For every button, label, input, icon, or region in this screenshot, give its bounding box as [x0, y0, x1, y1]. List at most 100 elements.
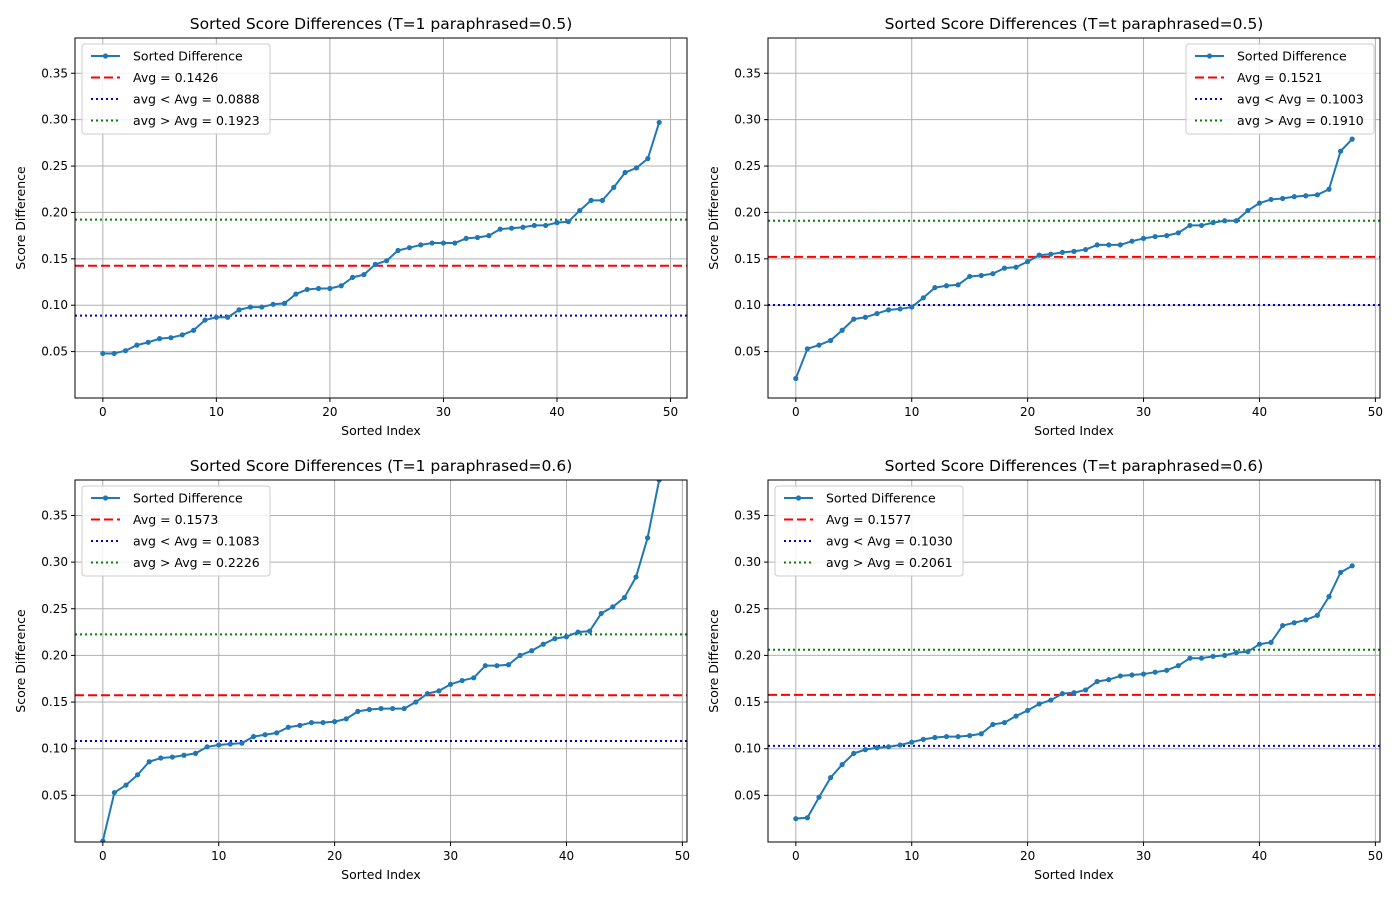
data-point: [361, 271, 367, 278]
data-point: [978, 731, 984, 737]
data-point: [372, 261, 378, 267]
data-point: [1082, 246, 1089, 253]
reference-lines: [75, 218, 687, 317]
data-point: [885, 744, 892, 750]
reference-lines: [75, 633, 687, 742]
data-point: [111, 350, 117, 357]
data-point: [1210, 653, 1216, 659]
data-point: [169, 754, 175, 760]
chart-title: Sorted Score Differences (T=1 paraphrase…: [190, 457, 573, 475]
data-point: [610, 604, 616, 610]
data-point: [656, 119, 662, 126]
y-tick-label: 0.30: [734, 113, 761, 127]
data-point: [932, 284, 938, 291]
data-point: [862, 747, 868, 753]
data-point: [486, 233, 492, 239]
x-tick-label: 20: [1020, 405, 1035, 419]
data-point: [1337, 148, 1344, 154]
data-point: [259, 304, 265, 310]
legend: Sorted Difference Avg = 0.1577 avg < Avg =…: [774, 485, 964, 577]
series-sorted-difference: [793, 136, 1355, 382]
data-point: [508, 225, 515, 231]
data-point: [366, 706, 373, 713]
axes-frame: [767, 37, 1381, 399]
legend-swatch-marker: [102, 495, 109, 501]
data-point: [1152, 233, 1158, 240]
data-point: [216, 742, 222, 748]
data-point: [389, 705, 396, 712]
data-point: [1175, 663, 1181, 669]
x-tick-label: 20: [1020, 849, 1035, 863]
data-point: [134, 772, 141, 778]
data-point: [1291, 620, 1297, 626]
data-point: [1349, 563, 1355, 569]
data-point: [436, 688, 442, 694]
data-point: [540, 641, 546, 647]
data-point: [1326, 594, 1332, 600]
data-point: [804, 815, 811, 821]
chart-panel-4: 0 10 20 30 40 50 0.05 0.10 0.15 0.20 0.25 0.30 0.35 S…: [706, 457, 1383, 882]
y-tick-label: 0.35: [734, 508, 761, 522]
data-point: [1303, 193, 1309, 199]
legend: Sorted Difference Avg = 0.1426 avg < Avg =…: [81, 43, 271, 135]
data-point: [839, 761, 845, 768]
legend-box: [1185, 43, 1375, 135]
y-tick-label: 0.25: [41, 602, 68, 616]
axes-frame: [74, 479, 688, 843]
data-point: [1048, 697, 1054, 703]
data-point: [552, 636, 558, 642]
y-tick-label: 0.30: [41, 555, 68, 569]
data-point: [531, 222, 537, 229]
data-point: [122, 348, 129, 354]
chart-panel-3: 0 10 20 30 40 50 0.05 0.10 0.15 0.20 0.25 0.30 0.35 S…: [13, 457, 690, 882]
y-tick-label: 0.20: [734, 205, 761, 219]
data-point: [588, 197, 594, 203]
data-point: [827, 775, 834, 781]
x-tick-label: 20: [322, 405, 337, 419]
data-point: [967, 273, 973, 280]
legend-swatch-marker: [102, 53, 109, 59]
data-point: [424, 691, 430, 697]
data-point: [1198, 222, 1205, 229]
y-tick-label: 0.05: [41, 788, 68, 802]
axes-frame: [74, 37, 688, 399]
data-point: [440, 240, 447, 246]
data-point: [1152, 669, 1158, 675]
data-point: [1233, 650, 1239, 656]
data-point: [1256, 200, 1263, 206]
y-tick-label: 0.05: [734, 788, 761, 802]
y-tick-label: 0.15: [734, 252, 761, 266]
legend-box: [81, 485, 271, 577]
x-tick-label: 0: [792, 849, 800, 863]
legend-swatch-marker: [1206, 53, 1213, 59]
data-point: [827, 337, 834, 344]
data-point: [100, 350, 106, 357]
legend-entry-label: Avg = 0.1573: [133, 512, 218, 527]
legend-box: [774, 485, 964, 577]
data-point: [250, 733, 257, 740]
axes-frame: [767, 479, 1381, 843]
data-point: [1210, 220, 1216, 226]
y-tick-label: 0.20: [41, 205, 68, 219]
data-point: [1013, 264, 1019, 270]
data-point: [1059, 249, 1066, 255]
data-point: [1094, 242, 1100, 248]
data-point: [1071, 248, 1077, 255]
x-tick-label: 0: [99, 849, 107, 863]
legend-entry-label: avg < Avg = 0.1083: [133, 534, 260, 549]
data-point: [543, 222, 549, 229]
data-point: [622, 169, 628, 176]
data-point: [202, 317, 208, 323]
data-point: [554, 220, 560, 226]
data-point: [494, 663, 500, 669]
data-point: [1036, 701, 1042, 707]
data-point: [343, 716, 349, 722]
data-point: [1140, 671, 1147, 677]
data-point: [816, 342, 822, 348]
y-tick-label: 0.10: [734, 742, 761, 756]
y-tick-label: 0.35: [41, 66, 68, 80]
data-point: [181, 752, 187, 758]
data-point: [146, 759, 152, 765]
data-point: [204, 744, 210, 750]
